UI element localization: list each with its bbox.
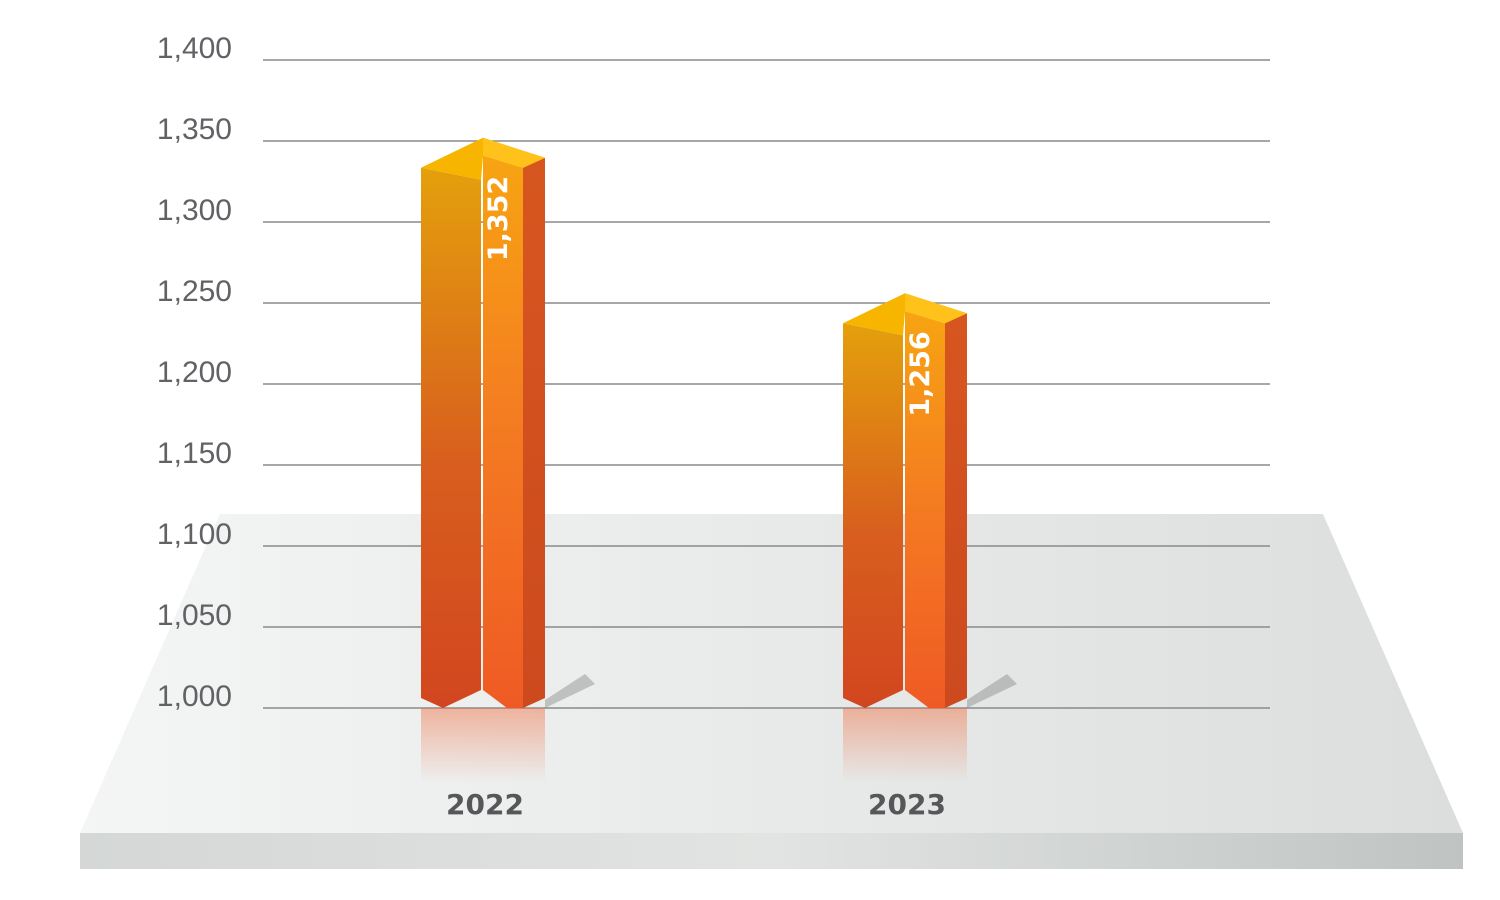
bar-reflection: [421, 708, 545, 783]
y-tick-label: 1,150: [157, 437, 232, 470]
x-axis-category-labels: 2022 2023: [446, 788, 946, 821]
x-category-label: 2022: [446, 788, 524, 821]
bar-right-face: [945, 313, 967, 708]
y-tick-label: 1,250: [157, 275, 232, 308]
bar-top-cap-highlight: [483, 137, 545, 168]
y-tick-label: 1,400: [157, 32, 232, 65]
bar-top-cap-highlight: [905, 293, 967, 324]
bar-shadow: [545, 674, 595, 708]
floor-top: [80, 514, 1463, 833]
x-category-label: 2023: [868, 788, 946, 821]
bar-front-face: [905, 311, 945, 708]
bar: 1,352: [421, 137, 595, 783]
bar-left-face: [843, 323, 903, 708]
bar-shadow: [967, 674, 1017, 708]
y-tick-label: 1,100: [157, 518, 232, 551]
bar: 1,256: [843, 293, 1017, 783]
y-tick-label: 1,200: [157, 356, 232, 389]
floor-front: [80, 833, 1463, 869]
y-tick-label: 1,350: [157, 113, 232, 146]
bar-value-label: 1,352: [483, 176, 514, 261]
y-tick-label: 1,300: [157, 194, 232, 227]
y-axis-tick-labels: 1,000 1,050 1,100 1,150 1,200 1,250 1,300 1,350…: [157, 32, 232, 713]
y-tick-label: 1,050: [157, 599, 232, 632]
bars: 1,352 1,256: [421, 137, 1017, 783]
bar-front-face: [483, 155, 523, 708]
y-tick-label: 1,000: [157, 680, 232, 713]
bar-reflection: [843, 708, 967, 783]
bar-left-face: [421, 167, 481, 708]
bar-right-face: [523, 157, 545, 708]
bar-value-label: 1,256: [905, 331, 936, 416]
